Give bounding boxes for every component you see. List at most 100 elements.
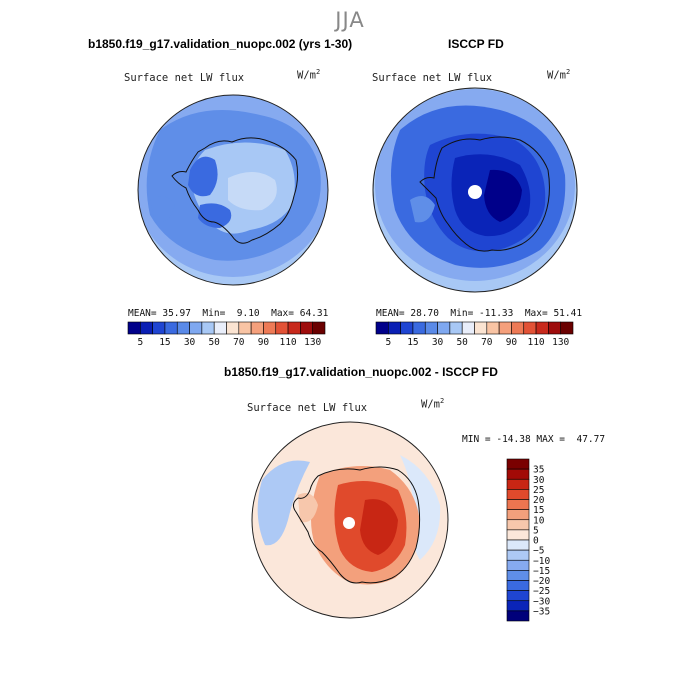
colorbar1-swatch [176, 321, 190, 335]
colorbar2-tick-label: 15 [407, 337, 418, 348]
colorbar1-swatch [300, 321, 313, 335]
colorbar1-swatch [152, 321, 166, 335]
panel3-max: 47.77 [576, 434, 606, 445]
colorbar3-tick-label: −15 [533, 566, 550, 577]
colorbar3-swatch [506, 468, 530, 480]
panel1-min: 9.10 [236, 308, 260, 319]
colorbar2-swatch [548, 321, 561, 335]
panel2-stats: MEAN= 28.70 Min= -11.33 Max= 51.41 [376, 308, 582, 319]
colorbar3-tick-label: −5 [533, 546, 544, 557]
colorbar3-swatch [506, 489, 530, 500]
colorbar1-tick-label: 130 [304, 337, 321, 348]
panel1-min-label: Min= [202, 308, 226, 319]
colorbar1-tick-label: 50 [208, 337, 220, 348]
colorbar-panel2: 5 15 30 50 70 90 110 130 [375, 321, 574, 348]
colorbar1-swatch [127, 321, 141, 335]
colorbar1-tick-label: 5 [137, 337, 143, 348]
panel1-max-label: Max= [271, 308, 294, 319]
colorbar3-swatch [506, 600, 530, 612]
colorbar3-swatch [506, 590, 530, 602]
colorbar3-swatch [506, 529, 530, 541]
panel3-units: W/m2 [421, 397, 445, 411]
map3-boundary [251, 421, 449, 619]
panel1-units: W/m2 [297, 68, 321, 82]
colorbar2-tick-label: 5 [385, 337, 391, 348]
panel3-min: -14.38 [496, 434, 531, 445]
colorbar3-swatch [506, 570, 530, 581]
colorbar2-tick-label: 110 [527, 337, 544, 348]
map3-peninsula-field [298, 492, 318, 523]
colorbar3-tick-label: 15 [533, 505, 544, 516]
map-panel1 [137, 94, 329, 286]
map1-ross-field [198, 203, 232, 228]
colorbar2-tick-label: 130 [552, 337, 569, 348]
panel2-max-label: Max= [524, 308, 548, 319]
map2-pole-mask [468, 185, 482, 199]
colorbar2-swatch [535, 321, 549, 335]
colorbar2-tick-label: 90 [506, 337, 518, 348]
panel2-mean-label: MEAN= [376, 308, 405, 319]
panel2-min-label: Min= [450, 308, 474, 319]
map1-coastline [171, 137, 299, 244]
colorbar2-tick-label: 70 [481, 337, 493, 348]
colorbar1-swatch [312, 321, 326, 335]
colorbar1-swatch [238, 321, 252, 335]
map-panel3 [251, 421, 449, 619]
colorbar1-swatch [287, 321, 301, 335]
panel1-title: b1850.f19_g17.validation_nuopc.002 (yrs … [88, 37, 353, 51]
colorbar1-tick-label: 15 [159, 337, 170, 348]
map1-peninsula-field [188, 156, 218, 197]
colorbar3-swatch [506, 580, 530, 591]
map3-coastline [292, 466, 421, 584]
panel1-stats: MEAN= 35.97 Min= 9.10 Max= 64.31 [128, 308, 328, 319]
colorbar2-swatch [388, 321, 401, 335]
colorbar1-tick-label: 70 [233, 337, 245, 348]
colorbar2-swatch [486, 321, 500, 335]
map3-core-field [360, 499, 398, 555]
map3-west-negative [257, 460, 310, 546]
colorbar1-swatch [189, 321, 203, 335]
colorbar1-swatch [250, 321, 264, 335]
colorbar2-swatch [461, 321, 475, 335]
colorbar2-swatch [424, 321, 438, 335]
panel2-min: -11.33 [479, 308, 514, 319]
colorbar1-tick-label: 30 [184, 337, 196, 348]
colorbar3-tick-label: 10 [533, 515, 545, 526]
map2-core-field [484, 169, 522, 222]
colorbar3-tick-label: −30 [533, 596, 550, 607]
colorbar-panel1: 5 15 30 50 70 90 110 130 [127, 321, 326, 348]
map-panel2 [372, 87, 578, 293]
colorbar3-tick-label: −20 [533, 576, 550, 587]
colorbar2-tick-label: 30 [432, 337, 444, 348]
colorbar2-swatch [498, 321, 512, 335]
colorbar3-tick-label: 5 [533, 525, 539, 536]
panel3-title: b1850.f19_g17.validation_nuopc.002 - ISC… [224, 365, 498, 379]
colorbar1-swatch [213, 321, 227, 335]
colorbar3-swatch [506, 559, 530, 571]
colorbar3-tick-label: −25 [533, 586, 550, 597]
season-title: JJA [335, 8, 365, 32]
panel1-mean-label: MEAN= [128, 308, 157, 319]
colorbar3-tick-label: 30 [533, 475, 545, 486]
panel3-variable-label: Surface net LW flux [247, 402, 368, 414]
colorbar2-tick-label: 50 [456, 337, 468, 348]
colorbar2-swatch [449, 321, 463, 335]
panel1-mean: 35.97 [162, 308, 191, 319]
map2-coastline [419, 136, 550, 252]
panel2-title: ISCCP FD [448, 37, 504, 51]
colorbar1-tick-label: 110 [279, 337, 296, 348]
colorbar3-tick-label: −35 [533, 606, 550, 617]
map2-ocean-patch [410, 196, 435, 223]
map1-ocean-patch [150, 196, 175, 223]
panel2-max: 51.41 [553, 308, 583, 319]
colorbar2-swatch [437, 321, 451, 335]
colorbar3-swatch [506, 478, 530, 490]
panel3-stats: MIN = -14.38 MAX = 47.77 [462, 434, 605, 445]
colorbar3-tick-label: 35 [533, 465, 544, 476]
colorbar3-swatch [506, 549, 530, 561]
colorbar2-swatch [511, 321, 525, 335]
colorbar2-swatch [523, 321, 537, 335]
colorbar1-tick-label: 90 [258, 337, 270, 348]
colorbar2-swatch [560, 321, 574, 335]
